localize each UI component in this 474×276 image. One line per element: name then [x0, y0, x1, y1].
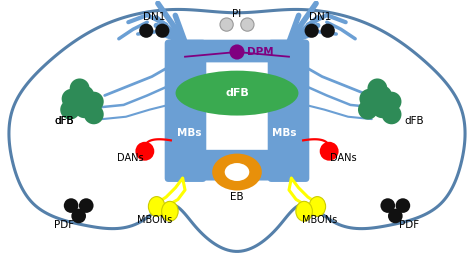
Ellipse shape — [296, 201, 312, 221]
Circle shape — [372, 98, 392, 118]
Circle shape — [320, 24, 335, 38]
Circle shape — [74, 98, 94, 118]
Text: MBONs: MBONs — [302, 215, 337, 225]
Text: PI: PI — [232, 9, 242, 19]
Circle shape — [79, 198, 93, 213]
Text: PDF: PDF — [55, 220, 74, 230]
FancyBboxPatch shape — [204, 150, 270, 181]
Circle shape — [62, 89, 82, 109]
Text: MBONs: MBONs — [137, 215, 172, 225]
FancyBboxPatch shape — [166, 40, 308, 62]
Ellipse shape — [148, 197, 165, 216]
Text: DANs: DANs — [330, 153, 356, 163]
Text: DN1: DN1 — [143, 12, 165, 22]
Circle shape — [359, 89, 379, 109]
Text: dFB: dFB — [55, 116, 74, 126]
Circle shape — [84, 92, 104, 112]
Ellipse shape — [162, 201, 178, 221]
Ellipse shape — [212, 154, 262, 190]
Circle shape — [220, 18, 233, 31]
FancyBboxPatch shape — [164, 40, 206, 182]
Circle shape — [358, 100, 378, 120]
Ellipse shape — [309, 197, 326, 216]
Text: DANs: DANs — [118, 153, 144, 163]
Text: DPM: DPM — [247, 47, 274, 57]
Circle shape — [388, 209, 402, 223]
Circle shape — [241, 18, 254, 31]
Circle shape — [367, 78, 387, 98]
Circle shape — [139, 24, 154, 38]
Circle shape — [60, 100, 80, 120]
Polygon shape — [9, 9, 465, 251]
Text: MBs: MBs — [177, 128, 202, 138]
Text: dFB: dFB — [404, 116, 424, 126]
Text: EB: EB — [230, 192, 244, 202]
Circle shape — [84, 104, 104, 124]
Text: dFB: dFB — [55, 116, 74, 126]
Circle shape — [155, 24, 169, 38]
Circle shape — [229, 44, 245, 60]
Circle shape — [74, 86, 94, 105]
Text: dFB: dFB — [225, 88, 249, 98]
Text: DN1: DN1 — [309, 12, 331, 22]
Circle shape — [382, 92, 401, 112]
Circle shape — [372, 86, 392, 105]
FancyBboxPatch shape — [268, 40, 310, 182]
Circle shape — [72, 209, 86, 223]
Circle shape — [64, 198, 78, 213]
Circle shape — [381, 198, 395, 213]
Circle shape — [319, 142, 338, 161]
Circle shape — [70, 78, 90, 98]
Ellipse shape — [225, 163, 249, 181]
Circle shape — [305, 24, 319, 38]
Circle shape — [396, 198, 410, 213]
Circle shape — [382, 104, 401, 124]
Text: PDF: PDF — [400, 220, 419, 230]
Circle shape — [136, 142, 155, 161]
Ellipse shape — [175, 71, 299, 116]
Text: MBs: MBs — [272, 128, 297, 138]
